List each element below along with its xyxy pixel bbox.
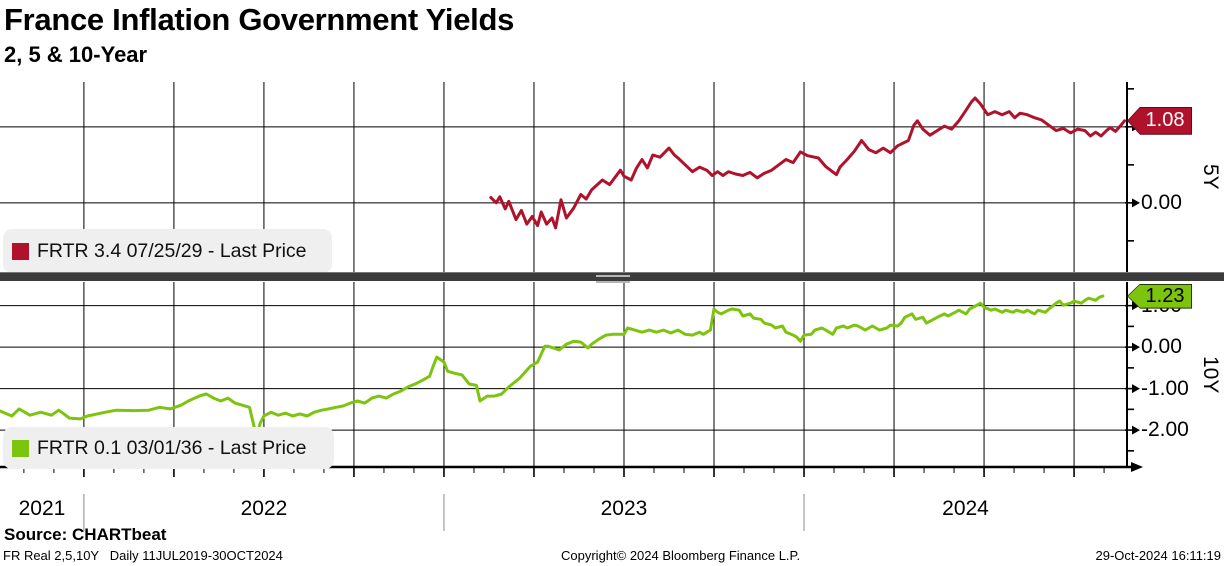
legend-10y[interactable]: FRTR 0.1 03/01/36 - Last Price bbox=[3, 427, 334, 469]
tick-arrow-icon bbox=[1132, 384, 1140, 394]
tick-arrow-icon bbox=[1131, 462, 1143, 472]
source-text: Source: CHARTbeat bbox=[4, 525, 167, 544]
last-price-5y-value: 1.08 bbox=[1128, 107, 1191, 134]
footer-timestamp: 29-Oct-2024 16:11:19 bbox=[1095, 548, 1221, 563]
series-marker-red-icon bbox=[12, 242, 29, 260]
last-price-badge-5y: 1.08 bbox=[1127, 106, 1192, 135]
tick-arrow-icon bbox=[1132, 301, 1140, 311]
legend-5y-label: FRTR 3.4 07/25/29 - Last Price bbox=[37, 239, 307, 262]
series-line-5y bbox=[489, 96, 1126, 230]
tick-arrow-icon bbox=[1132, 425, 1140, 435]
series-line-10y bbox=[0, 294, 1105, 437]
splitter-handle-icon[interactable] bbox=[596, 275, 630, 283]
tick-arrow-icon bbox=[1132, 198, 1140, 208]
tick-arrow-icon bbox=[1132, 342, 1140, 352]
legend-10y-label: FRTR 0.1 03/01/36 - Last Price bbox=[37, 436, 307, 459]
chart-title: France Inflation Government Yields bbox=[4, 2, 515, 37]
footer-meta: FR Real 2,5,10Y Daily 11JUL2019-30OCT202… bbox=[3, 548, 283, 563]
axis-title-10y: 10Y bbox=[1199, 355, 1222, 394]
panel-splitter[interactable] bbox=[0, 272, 1224, 283]
last-price-10y-value: 1.23 bbox=[1128, 284, 1191, 308]
chart-subtitle: 2, 5 & 10-Year bbox=[4, 42, 148, 67]
axis-title-5y: 5Y bbox=[1199, 164, 1222, 190]
series-marker-green-icon bbox=[12, 439, 29, 457]
legend-5y[interactable]: FRTR 3.4 07/25/29 - Last Price bbox=[3, 229, 332, 273]
last-price-badge-10y: 1.23 bbox=[1127, 283, 1192, 309]
footer-copyright: Copyright© 2024 Bloomberg Finance L.P. bbox=[561, 548, 801, 563]
